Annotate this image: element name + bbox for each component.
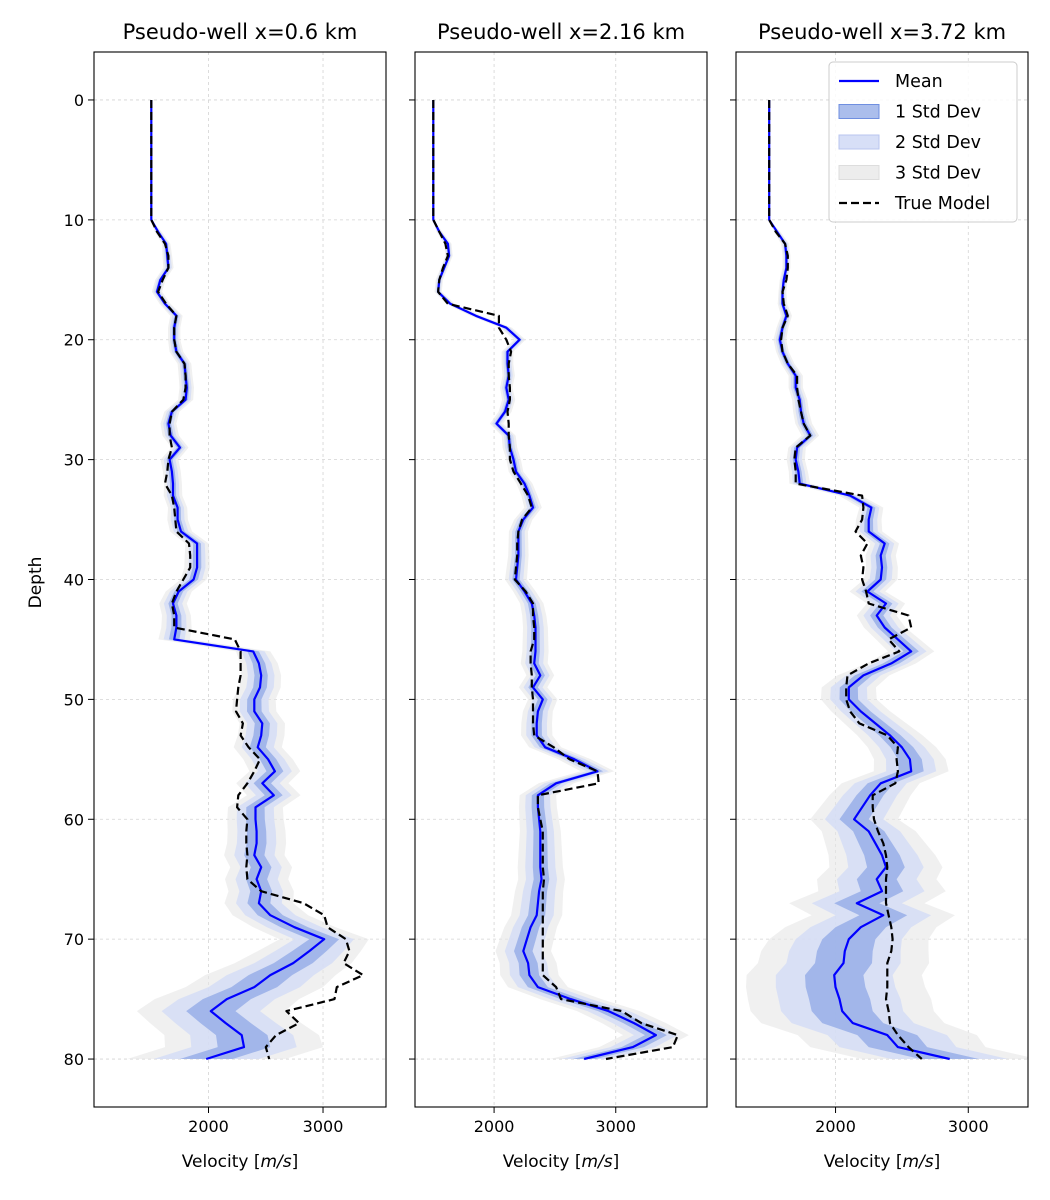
- y-tick-label: 10: [64, 211, 84, 230]
- legend: Mean 1 Std Dev 2 Std Dev 3 Std Dev True Mode…: [828, 61, 1018, 223]
- y-tick-label: 40: [64, 571, 84, 590]
- band-1-std: [769, 100, 979, 1059]
- legend-mean-label: Mean: [895, 72, 943, 92]
- true-model-line: [432, 100, 679, 1061]
- mean-line: [768, 100, 950, 1061]
- y-tick-label: 70: [64, 930, 84, 949]
- plot-area: [94, 52, 386, 1107]
- panel-2: 2000 3000 Pseudo-well x=2.16 km Velocity [m…: [409, 20, 708, 1172]
- panel-title: Pseudo-well x=0.6 km: [123, 20, 358, 44]
- panel-title: Pseudo-well x=2.16 km: [437, 20, 685, 44]
- x-axis-label: Velocity [m/s]: [182, 1152, 299, 1172]
- panel-1: 0 10 20 30 40 50 60 70 80 2000 3000 Pseudo-well x=0…: [26, 20, 387, 1172]
- true-model-line: [150, 100, 365, 1060]
- legend-sd3-swatch: [838, 165, 880, 180]
- legend-sd2-label: 2 Std Dev: [895, 133, 981, 153]
- panel-title: Pseudo-well x=3.72 km: [758, 20, 1006, 44]
- plot-area: [415, 52, 707, 1107]
- y-tick-label: 50: [64, 690, 84, 709]
- y-tick-label: 30: [64, 451, 84, 470]
- y-tick-label: 60: [64, 810, 84, 829]
- panel-3: 2000 3000 Pseudo-well x=3.72 km Velocity [m…: [730, 20, 1029, 1172]
- x-tick-label: 3000: [948, 1117, 989, 1136]
- x-tick-label: 2000: [815, 1117, 856, 1136]
- x-tick-label: 2000: [188, 1117, 229, 1136]
- legend-sd1-label: 1 Std Dev: [895, 103, 981, 123]
- legend-sd3-label: 3 Std Dev: [895, 164, 981, 184]
- y-tick-label: 80: [64, 1050, 84, 1069]
- x-tick-label: 3000: [303, 1117, 344, 1136]
- band-2-std: [769, 100, 1009, 1059]
- legend-sd1-swatch: [838, 104, 880, 119]
- legend-sd2-swatch: [838, 134, 880, 150]
- x-tick-label: 3000: [595, 1117, 636, 1136]
- x-tick-label: 2000: [474, 1117, 515, 1136]
- y-tick-label: 0: [74, 91, 84, 110]
- y-tick-label: 20: [64, 331, 84, 350]
- y-axis-label: Depth: [26, 557, 46, 609]
- band-3-std: [433, 100, 689, 1059]
- legend-true-label: True Model: [894, 194, 990, 214]
- legend-box: [828, 61, 1018, 223]
- x-axis-label: Velocity [m/s]: [824, 1152, 941, 1172]
- true-model-line: [768, 100, 923, 1060]
- x-axis-label: Velocity [m/s]: [503, 1152, 620, 1172]
